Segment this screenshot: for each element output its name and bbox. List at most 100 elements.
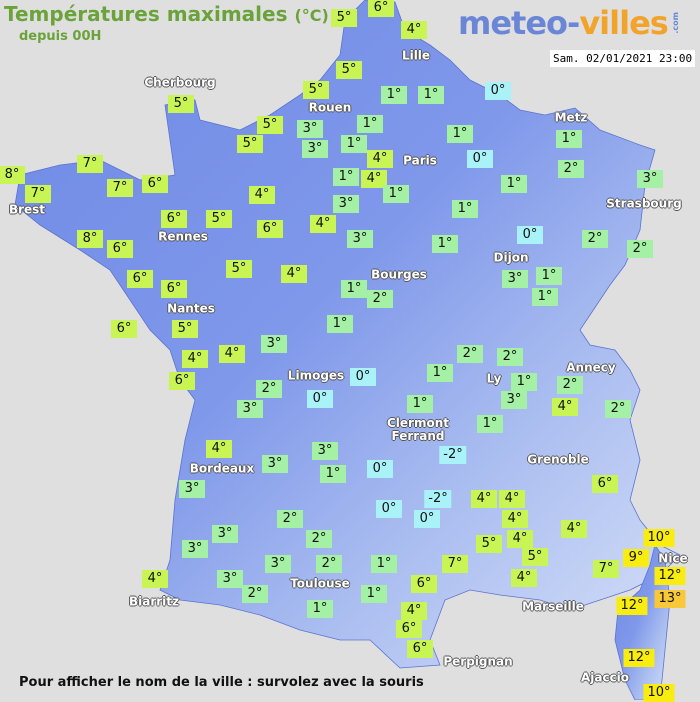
city-temperature[interactable]: 1° xyxy=(341,135,367,153)
city-temperature[interactable]: 6° xyxy=(142,175,168,193)
city-temperature[interactable]: 4° xyxy=(142,570,168,588)
city-temperature[interactable]: 4° xyxy=(310,215,336,233)
city-temperature[interactable]: -2° xyxy=(439,446,467,464)
city-temperature[interactable]: 7° xyxy=(77,155,103,173)
city-temperature[interactable]: 3° xyxy=(637,170,663,188)
city-temperature[interactable]: 4° xyxy=(219,345,245,363)
city-temperature[interactable]: 1° xyxy=(556,130,582,148)
city-temperature[interactable]: 3° xyxy=(212,525,238,543)
city-temperature[interactable]: 4° xyxy=(561,520,587,538)
city-temperature[interactable]: 6° xyxy=(161,280,187,298)
city-temperature[interactable]: 2° xyxy=(277,510,303,528)
city-temperature[interactable]: 0° xyxy=(467,150,493,168)
city-temperature[interactable]: 8° xyxy=(77,230,103,248)
city-temperature[interactable]: 2° xyxy=(582,230,608,248)
city-temperature[interactable]: 5° xyxy=(206,210,232,228)
city-temperature[interactable]: 4° xyxy=(281,265,307,283)
city-temperature[interactable]: 2° xyxy=(367,290,393,308)
city-temperature[interactable]: 5° xyxy=(257,116,283,134)
city-temperature[interactable]: 2° xyxy=(627,240,653,258)
city-temperature[interactable]: 3° xyxy=(262,455,288,473)
city-temperature[interactable]: 3° xyxy=(261,335,287,353)
city-temperature[interactable]: 0° xyxy=(414,510,440,528)
city-temperature[interactable]: 3° xyxy=(333,195,359,213)
city-temperature[interactable]: 1° xyxy=(361,585,387,603)
city-temperature[interactable]: 0° xyxy=(485,82,511,100)
city-temperature[interactable]: 7° xyxy=(25,185,51,203)
city-temperature[interactable]: 0° xyxy=(350,368,376,386)
city-temperature[interactable]: 3° xyxy=(312,442,338,460)
city-temperature[interactable]: 4° xyxy=(401,602,427,620)
city-temperature[interactable]: 10° xyxy=(643,529,675,547)
city-temperature[interactable]: 6° xyxy=(169,372,195,390)
city-temperature[interactable]: 4° xyxy=(471,490,497,508)
city-temperature[interactable]: 4° xyxy=(249,186,275,204)
city-temperature[interactable]: 1° xyxy=(381,86,407,104)
city-temperature[interactable]: 2° xyxy=(558,160,584,178)
city-temperature[interactable]: 1° xyxy=(341,280,367,298)
city-temperature[interactable]: 3° xyxy=(179,480,205,498)
city-temperature[interactable]: 5° xyxy=(331,9,357,27)
city-temperature[interactable]: 3° xyxy=(265,555,291,573)
city-temperature[interactable]: 3° xyxy=(502,270,528,288)
city-temperature[interactable]: 1° xyxy=(383,185,409,203)
city-temperature[interactable]: 1° xyxy=(357,115,383,133)
city-temperature[interactable]: 2° xyxy=(497,348,523,366)
city-temperature[interactable]: 5° xyxy=(303,81,329,99)
city-temperature[interactable]: 0° xyxy=(376,500,402,518)
city-temperature[interactable]: 6° xyxy=(257,220,283,238)
city-temperature[interactable]: 2° xyxy=(306,530,332,548)
city-temperature[interactable]: 1° xyxy=(532,288,558,306)
city-temperature[interactable]: 1° xyxy=(452,200,478,218)
city-temperature[interactable]: 1° xyxy=(511,373,537,391)
city-temperature[interactable]: 1° xyxy=(501,175,527,193)
city-temperature[interactable]: 6° xyxy=(111,320,137,338)
city-temperature[interactable]: 1° xyxy=(307,600,333,618)
city-temperature[interactable]: 3° xyxy=(182,540,208,558)
city-temperature[interactable]: 1° xyxy=(432,235,458,253)
city-temperature[interactable]: 4° xyxy=(401,21,427,39)
city-temperature[interactable]: 1° xyxy=(320,465,346,483)
city-temperature[interactable]: 7° xyxy=(593,560,619,578)
city-temperature[interactable]: 3° xyxy=(217,570,243,588)
city-temperature[interactable]: 1° xyxy=(536,267,562,285)
city-temperature[interactable]: 4° xyxy=(511,569,537,587)
city-temperature[interactable]: 6° xyxy=(396,620,422,638)
city-temperature[interactable]: 4° xyxy=(182,350,208,368)
city-temperature[interactable]: 5° xyxy=(226,260,252,278)
city-temperature[interactable]: 1° xyxy=(371,555,397,573)
city-temperature[interactable]: 6° xyxy=(592,475,618,493)
city-temperature[interactable]: 3° xyxy=(302,140,328,158)
city-temperature[interactable]: 2° xyxy=(557,376,583,394)
city-temperature[interactable]: 7° xyxy=(107,179,133,197)
city-temperature[interactable]: 2° xyxy=(316,555,342,573)
city-temperature[interactable]: 1° xyxy=(447,125,473,143)
city-temperature[interactable]: 8° xyxy=(0,166,25,184)
city-temperature[interactable]: 3° xyxy=(501,391,527,409)
city-temperature[interactable]: 6° xyxy=(161,210,187,228)
city-temperature[interactable]: 2° xyxy=(605,400,631,418)
city-temperature[interactable]: -2° xyxy=(424,490,452,508)
city-temperature[interactable]: 12° xyxy=(654,567,686,585)
city-temperature[interactable]: 5° xyxy=(172,320,198,338)
city-temperature[interactable]: 12° xyxy=(623,649,655,667)
city-temperature[interactable]: 0° xyxy=(307,390,333,408)
city-temperature[interactable]: 6° xyxy=(411,575,437,593)
city-temperature[interactable]: 4° xyxy=(206,440,232,458)
city-temperature[interactable]: 7° xyxy=(442,555,468,573)
city-temperature[interactable]: 0° xyxy=(367,460,393,478)
city-temperature[interactable]: 4° xyxy=(361,170,387,188)
city-temperature[interactable]: 13° xyxy=(654,590,686,608)
city-temperature[interactable]: 5° xyxy=(168,95,194,113)
city-temperature[interactable]: 6° xyxy=(407,640,433,658)
city-temperature[interactable]: 6° xyxy=(107,240,133,258)
city-temperature[interactable]: 1° xyxy=(427,364,453,382)
city-temperature[interactable]: 5° xyxy=(336,61,362,79)
city-temperature[interactable]: 3° xyxy=(297,120,323,138)
city-temperature[interactable]: 4° xyxy=(499,490,525,508)
city-temperature[interactable]: 3° xyxy=(237,400,263,418)
city-temperature[interactable]: 1° xyxy=(333,168,359,186)
city-temperature[interactable]: 5° xyxy=(476,535,502,553)
city-temperature[interactable]: 6° xyxy=(368,0,394,17)
meteo-villes-logo[interactable]: meteo-villes .com xyxy=(458,4,680,42)
